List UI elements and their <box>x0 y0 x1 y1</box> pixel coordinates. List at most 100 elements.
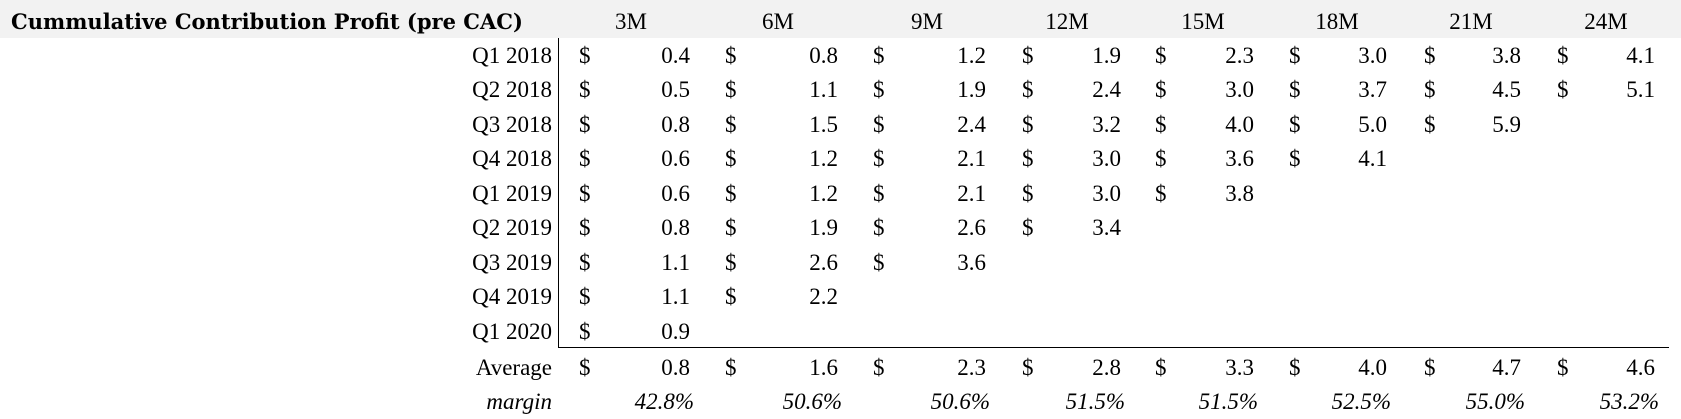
margin-row-label: margin <box>486 389 552 414</box>
cohort-row-label: Q2 2018 <box>472 77 552 103</box>
currency-symbol: $ <box>1022 42 1034 68</box>
cohort-row-value: 3.8 <box>1492 42 1521 68</box>
margin-row-value: 52.5% <box>1331 389 1391 414</box>
currency-symbol: $ <box>1155 146 1167 172</box>
currency-symbol: $ <box>1155 355 1167 380</box>
cohort-row-label: Q1 2018 <box>472 42 552 68</box>
cohort-row-value: 3.6 <box>957 249 986 275</box>
currency-symbol: $ <box>873 146 885 172</box>
currency-symbol: $ <box>1424 77 1436 103</box>
cohort-row-value: 1.2 <box>957 42 986 68</box>
margin-row-value: 42.8% <box>634 389 694 414</box>
currency-symbol: $ <box>1155 77 1167 103</box>
cohort-row-value: 3.7 <box>1358 77 1387 103</box>
currency-symbol: $ <box>579 146 591 172</box>
table-title: Cummulative Contribution Profit (pre CAC… <box>11 9 523 34</box>
average-row-value: 4.6 <box>1626 355 1655 380</box>
cohort-row-value: 0.8 <box>661 215 690 241</box>
cohort-row-label: Q2 2019 <box>472 215 552 241</box>
cohort-row-value: 5.9 <box>1492 111 1521 137</box>
cohort-row-label: Q1 2020 <box>472 318 552 344</box>
cohort-row-label: Q3 2019 <box>472 249 552 275</box>
currency-symbol: $ <box>1557 42 1569 68</box>
currency-symbol: $ <box>579 42 591 68</box>
cohort-row-value: 0.4 <box>661 42 690 68</box>
cohort-row-value: 5.1 <box>1626 77 1655 103</box>
column-header: 21M <box>1449 9 1493 34</box>
currency-symbol: $ <box>873 249 885 275</box>
cohort-row-value: 1.1 <box>661 284 690 310</box>
table-border-bottom <box>558 347 1669 348</box>
column-header: 24M <box>1584 9 1628 34</box>
cohort-row-value: 0.6 <box>661 180 690 206</box>
cohort-row-value: 3.6 <box>1225 146 1254 172</box>
margin-row-value: 50.6% <box>782 389 842 414</box>
average-row-label: Average <box>475 355 552 380</box>
currency-symbol: $ <box>1424 355 1436 380</box>
cohort-row-value: 3.0 <box>1358 42 1387 68</box>
cohort-row-value: 2.6 <box>809 249 838 275</box>
cohort-row-value: 5.0 <box>1358 111 1387 137</box>
cohort-row-value: 1.5 <box>809 111 838 137</box>
currency-symbol: $ <box>1424 42 1436 68</box>
header-background <box>0 0 1681 38</box>
currency-symbol: $ <box>725 249 737 275</box>
column-header: 9M <box>911 9 943 34</box>
currency-symbol: $ <box>725 42 737 68</box>
currency-symbol: $ <box>1424 111 1436 137</box>
average-row-value: 0.8 <box>661 355 690 380</box>
currency-symbol: $ <box>1289 355 1301 380</box>
cohort-row-value: 1.9 <box>957 77 986 103</box>
cohort-row-value: 4.1 <box>1626 42 1655 68</box>
currency-symbol: $ <box>1557 355 1569 380</box>
currency-symbol: $ <box>579 77 591 103</box>
cohort-row-label: Q3 2018 <box>472 111 552 137</box>
cohort-row-value: 0.9 <box>661 318 690 344</box>
currency-symbol: $ <box>1022 355 1034 380</box>
currency-symbol: $ <box>873 77 885 103</box>
currency-symbol: $ <box>1289 42 1301 68</box>
cohort-row-value: 4.1 <box>1358 146 1387 172</box>
column-header: 18M <box>1315 9 1359 34</box>
cohort-row-value: 3.0 <box>1092 146 1121 172</box>
currency-symbol: $ <box>1289 77 1301 103</box>
cohort-row-value: 4.5 <box>1492 77 1521 103</box>
cohort-row-value: 0.6 <box>661 146 690 172</box>
cohort-row-value: 2.2 <box>809 284 838 310</box>
column-header: 3M <box>615 9 647 34</box>
cohort-row-value: 1.2 <box>809 180 838 206</box>
currency-symbol: $ <box>1155 42 1167 68</box>
cohort-row-value: 1.9 <box>1092 42 1121 68</box>
currency-symbol: $ <box>725 180 737 206</box>
cohort-row-label: Q1 2019 <box>472 180 552 206</box>
currency-symbol: $ <box>873 215 885 241</box>
cohort-row-value: 2.6 <box>957 215 986 241</box>
margin-row-value: 50.6% <box>930 389 990 414</box>
cohort-row-value: 2.1 <box>957 180 986 206</box>
currency-symbol: $ <box>1022 215 1034 241</box>
cohort-row-value: 0.8 <box>809 42 838 68</box>
currency-symbol: $ <box>579 318 591 344</box>
cohort-row-value: 1.1 <box>661 249 690 275</box>
cohort-row-value: 2.1 <box>957 146 986 172</box>
cohort-row-value: 4.0 <box>1225 111 1254 137</box>
cohort-row-value: 2.3 <box>1225 42 1254 68</box>
currency-symbol: $ <box>579 355 591 380</box>
currency-symbol: $ <box>1289 146 1301 172</box>
cohort-row-value: 0.5 <box>661 77 690 103</box>
currency-symbol: $ <box>873 180 885 206</box>
average-row-value: 2.8 <box>1092 355 1121 380</box>
cohort-row-value: 1.2 <box>809 146 838 172</box>
cohort-row-value: 3.4 <box>1092 215 1121 241</box>
currency-symbol: $ <box>725 111 737 137</box>
currency-symbol: $ <box>579 284 591 310</box>
currency-symbol: $ <box>873 42 885 68</box>
currency-symbol: $ <box>579 215 591 241</box>
column-header: 6M <box>762 9 794 34</box>
cohort-row-value: 3.2 <box>1092 111 1121 137</box>
margin-row-value: 51.5% <box>1065 389 1125 414</box>
margin-row-value: 53.2% <box>1599 389 1659 414</box>
average-row-value: 4.7 <box>1492 355 1521 380</box>
currency-symbol: $ <box>1155 111 1167 137</box>
currency-symbol: $ <box>1022 180 1034 206</box>
